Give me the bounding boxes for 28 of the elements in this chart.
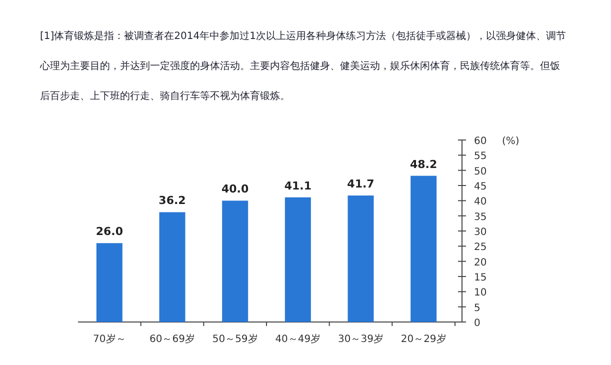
data-label: 41.1	[284, 179, 312, 192]
y-tick-label: 60	[474, 136, 487, 147]
y-tick-label: 40	[474, 196, 487, 208]
y-tick-label: 0	[474, 318, 480, 329]
x-tick-label: 50～59岁	[212, 333, 258, 345]
y-axis-title: (%)	[502, 136, 520, 147]
data-label: 36.2	[158, 194, 186, 208]
x-tick-label: 20～29岁	[400, 333, 446, 345]
x-tick-label: 60～69岁	[150, 333, 195, 345]
x-tick-label: 30～39岁	[338, 333, 384, 345]
y-tick-label: 25	[474, 242, 487, 254]
x-tick-label: 70岁～	[93, 333, 126, 345]
y-tick-label: 30	[474, 227, 487, 238]
y-tick-label: 50	[474, 166, 487, 178]
text: [1]体育锻炼是指：被调查者在2014年中参加过1次以上运用各种身体练习方法（包括徒手或器械），以强身健体、调节心理为主要目的，并达到一定强度的身体活动。主要内容包括健身、健美运动，娱乐休闲体育，民族传统体育等。但饭后百步走、上下班的行走、骑自行车等不视为体育锻炼。	[40, 31, 566, 102]
y-tick-label: 45	[474, 182, 487, 192]
y-tick-label: 20	[474, 257, 487, 268]
y-tick-label: 35	[474, 212, 487, 223]
x-tick-label: 40～49岁	[275, 333, 321, 345]
y-tick-label: 5	[474, 302, 480, 314]
data-label: 41.7	[347, 178, 374, 191]
y-tick-label: 15	[474, 272, 487, 284]
y-tick-label: 10	[474, 288, 487, 299]
data-label: 48.2	[410, 158, 438, 171]
axis-y: 0 5 10 15 20 25 30 35 40 45 50 55 60	[458, 136, 487, 329]
y-tick-label: 55	[474, 151, 487, 162]
data-label: 26.0	[96, 225, 124, 238]
data-label: 40.0	[222, 182, 249, 196]
